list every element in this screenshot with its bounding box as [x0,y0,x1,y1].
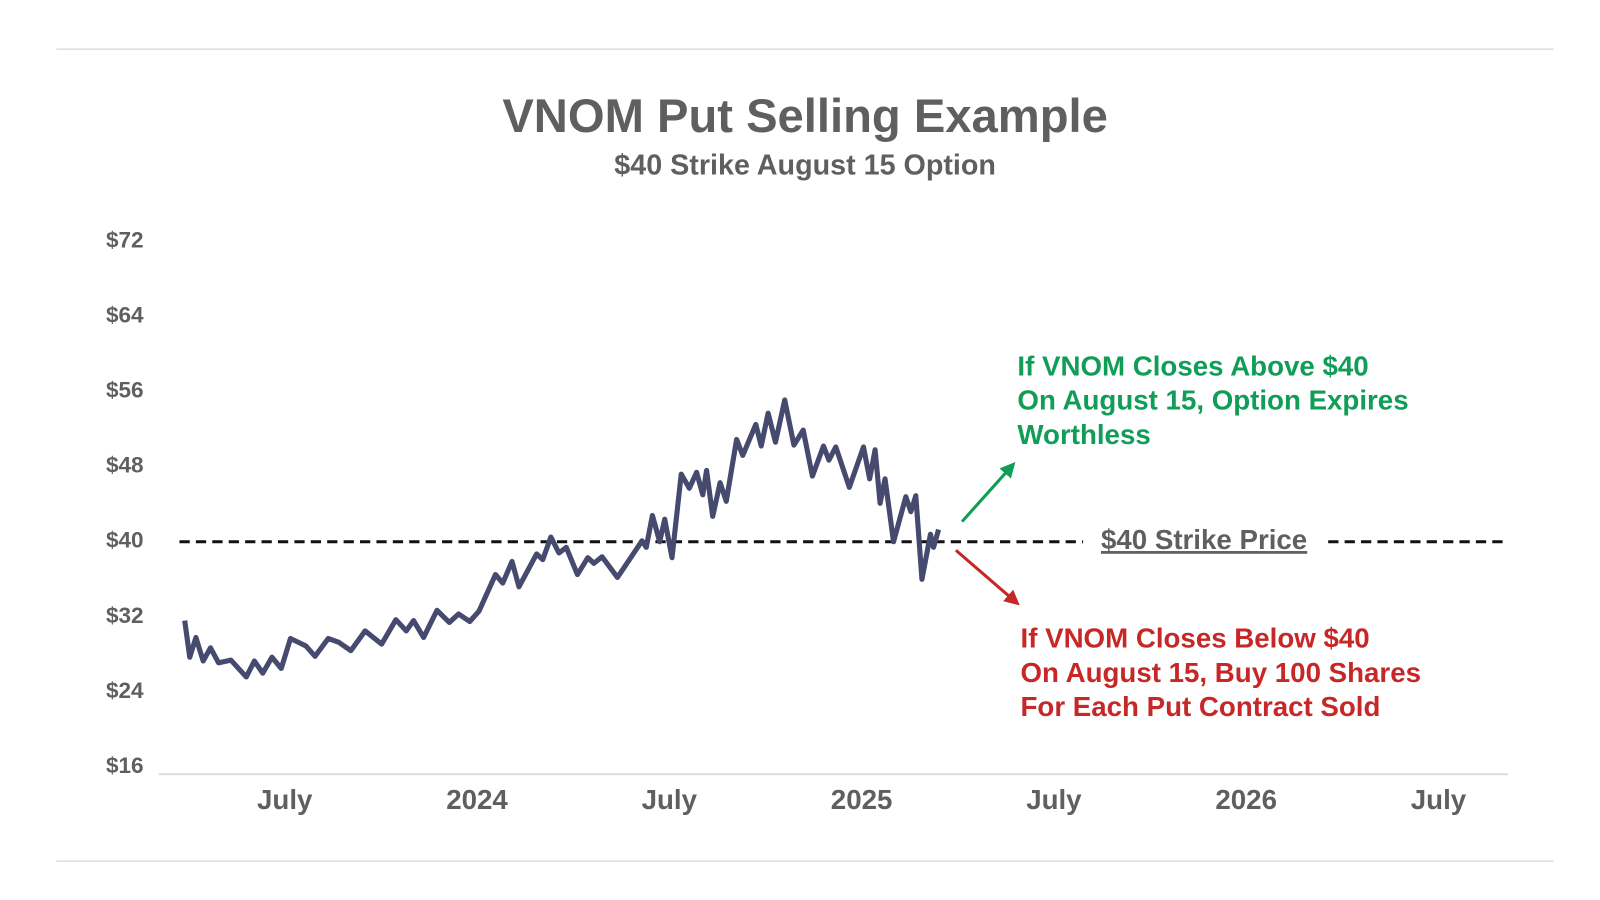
annotation: Worthless [1017,419,1150,450]
annotation: If VNOM Closes Above $40 [1017,351,1368,382]
x-tick-label: 2024 [446,784,508,815]
price-line [182,397,942,680]
annotation: For Each Put Contract Sold [1021,691,1381,722]
y-tick-label: $40 [106,528,144,553]
y-tick-label: $64 [106,302,144,327]
y-tick-label: $56 [106,378,144,403]
x-tick-label: 2026 [1215,784,1277,815]
strike-label-bg [1083,521,1326,563]
annotation: On August 15, Buy 100 Shares [1021,657,1421,688]
x-tick-label: July [257,784,313,815]
y-tick-label: $16 [106,753,144,778]
down-arrow [954,549,1020,606]
strike-label: $40 Strike Price [1101,524,1307,555]
chart-title: VNOM Put Selling Example [502,89,1108,142]
y-tick-label: $24 [106,678,144,703]
x-tick-label: July [642,784,698,815]
y-tick-label: $72 [106,227,144,252]
annotation: On August 15, Option Expires [1017,385,1408,416]
chart-subtitle: $40 Strike August 15 Option [614,149,996,181]
x-tick-label: July [1411,784,1467,815]
x-tick-label: 2025 [831,784,893,815]
y-tick-label: $48 [106,453,144,478]
up-arrow [960,462,1016,523]
y-tick-label: $32 [106,603,144,628]
x-tick-label: July [1026,784,1082,815]
annotation: If VNOM Closes Below $40 [1021,623,1370,654]
